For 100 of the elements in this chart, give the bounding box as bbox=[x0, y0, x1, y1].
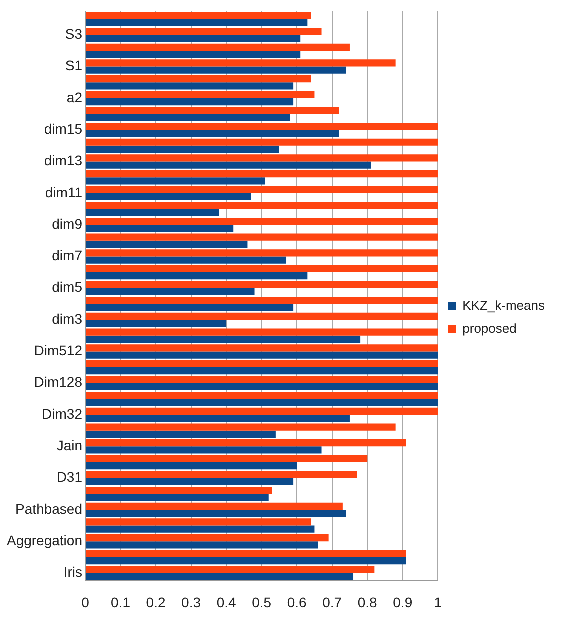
x-tick-label: 0.2 bbox=[146, 594, 166, 610]
bar bbox=[86, 50, 301, 58]
bar bbox=[86, 60, 396, 67]
bar bbox=[86, 455, 368, 462]
bar bbox=[86, 202, 438, 210]
bar bbox=[86, 218, 438, 226]
y-tick-label: dim11 bbox=[45, 184, 83, 200]
y-tick-label: Jain bbox=[56, 438, 83, 454]
bar bbox=[86, 304, 294, 312]
bar bbox=[86, 122, 438, 130]
bar bbox=[86, 471, 358, 478]
bar bbox=[86, 573, 354, 580]
x-tick-label: 0 bbox=[82, 594, 90, 610]
bar bbox=[86, 225, 234, 232]
bar bbox=[86, 186, 438, 194]
bar bbox=[86, 288, 255, 296]
y-tick-label: dim3 bbox=[52, 310, 83, 327]
y-tick-label: Dim128 bbox=[34, 374, 83, 390]
bar bbox=[86, 76, 312, 83]
bar bbox=[86, 510, 346, 518]
x-tick-label: 0.7 bbox=[322, 594, 342, 610]
legend-label: proposed bbox=[462, 321, 517, 336]
bar bbox=[86, 368, 438, 375]
y-tick-label: S1 bbox=[65, 58, 83, 74]
bar bbox=[86, 146, 280, 154]
bar bbox=[86, 162, 372, 169]
bar bbox=[86, 12, 312, 20]
bar bbox=[86, 265, 438, 273]
bar bbox=[86, 114, 290, 122]
bar bbox=[86, 344, 438, 352]
bar bbox=[86, 154, 438, 162]
bar bbox=[86, 138, 438, 146]
x-tick-label: 0.8 bbox=[358, 594, 378, 610]
bar bbox=[86, 19, 308, 26]
bar bbox=[86, 281, 438, 288]
bar bbox=[86, 82, 294, 90]
bar bbox=[86, 557, 406, 565]
x-tick-label: 0.5 bbox=[252, 594, 272, 610]
bar bbox=[86, 35, 301, 42]
bar bbox=[86, 518, 312, 526]
x-tick-label: 0.9 bbox=[393, 594, 413, 610]
bar bbox=[86, 209, 220, 216]
bar bbox=[86, 312, 438, 320]
bar bbox=[86, 440, 406, 447]
bar bbox=[86, 550, 406, 558]
bar bbox=[86, 502, 343, 510]
y-tick-label: Dim512 bbox=[34, 342, 83, 359]
bar bbox=[86, 376, 438, 384]
bar bbox=[86, 494, 269, 502]
bar bbox=[86, 408, 438, 416]
bar bbox=[86, 91, 315, 98]
y-tick-label: dim9 bbox=[52, 216, 83, 232]
bar bbox=[86, 66, 346, 74]
bar bbox=[86, 534, 329, 542]
y-tick-label: Pathbased bbox=[16, 500, 83, 517]
bar bbox=[86, 392, 438, 400]
bar bbox=[86, 250, 438, 257]
bar bbox=[86, 430, 276, 438]
legend-label: KKZ_k-means bbox=[462, 298, 546, 314]
bar bbox=[86, 487, 272, 494]
bar bbox=[86, 320, 227, 328]
x-tick-label: 0.1 bbox=[111, 594, 131, 610]
y-tick-label: Aggregation bbox=[6, 532, 83, 548]
bar bbox=[86, 360, 438, 368]
bar bbox=[86, 240, 248, 248]
bar bbox=[86, 272, 308, 280]
x-tick-label: 0.3 bbox=[182, 594, 202, 610]
bar bbox=[86, 424, 396, 431]
bar bbox=[86, 130, 340, 138]
y-tick-label: dim5 bbox=[52, 279, 83, 296]
y-tick-label: Iris bbox=[64, 564, 83, 580]
bar bbox=[86, 44, 350, 51]
y-tick-label: dim13 bbox=[44, 152, 83, 169]
bar bbox=[86, 566, 375, 574]
y-tick-label: D31 bbox=[56, 469, 83, 486]
bar bbox=[86, 399, 438, 406]
y-tick-label: dim7 bbox=[52, 248, 83, 264]
bar bbox=[86, 28, 322, 36]
bar bbox=[86, 178, 266, 185]
y-tick-label: a2 bbox=[66, 89, 83, 106]
bar bbox=[86, 234, 438, 241]
bar bbox=[86, 415, 350, 422]
bar bbox=[86, 526, 315, 533]
bar bbox=[86, 446, 322, 454]
bar bbox=[86, 352, 438, 359]
y-tick-label: Dim32 bbox=[42, 406, 83, 422]
y-tick-label: dim15 bbox=[44, 120, 83, 137]
y-tick-label: S3 bbox=[65, 26, 83, 42]
bar bbox=[86, 107, 340, 114]
bar bbox=[86, 336, 361, 343]
bar bbox=[86, 98, 294, 106]
bar bbox=[86, 256, 287, 264]
bar bbox=[86, 542, 318, 549]
x-tick-label: 0.6 bbox=[287, 594, 308, 610]
bar bbox=[86, 170, 438, 178]
x-tick-label: 0.4 bbox=[216, 594, 236, 610]
bar bbox=[86, 478, 294, 486]
bar bbox=[86, 462, 298, 470]
bar bbox=[86, 383, 438, 390]
x-tick-label: 1 bbox=[434, 594, 442, 610]
